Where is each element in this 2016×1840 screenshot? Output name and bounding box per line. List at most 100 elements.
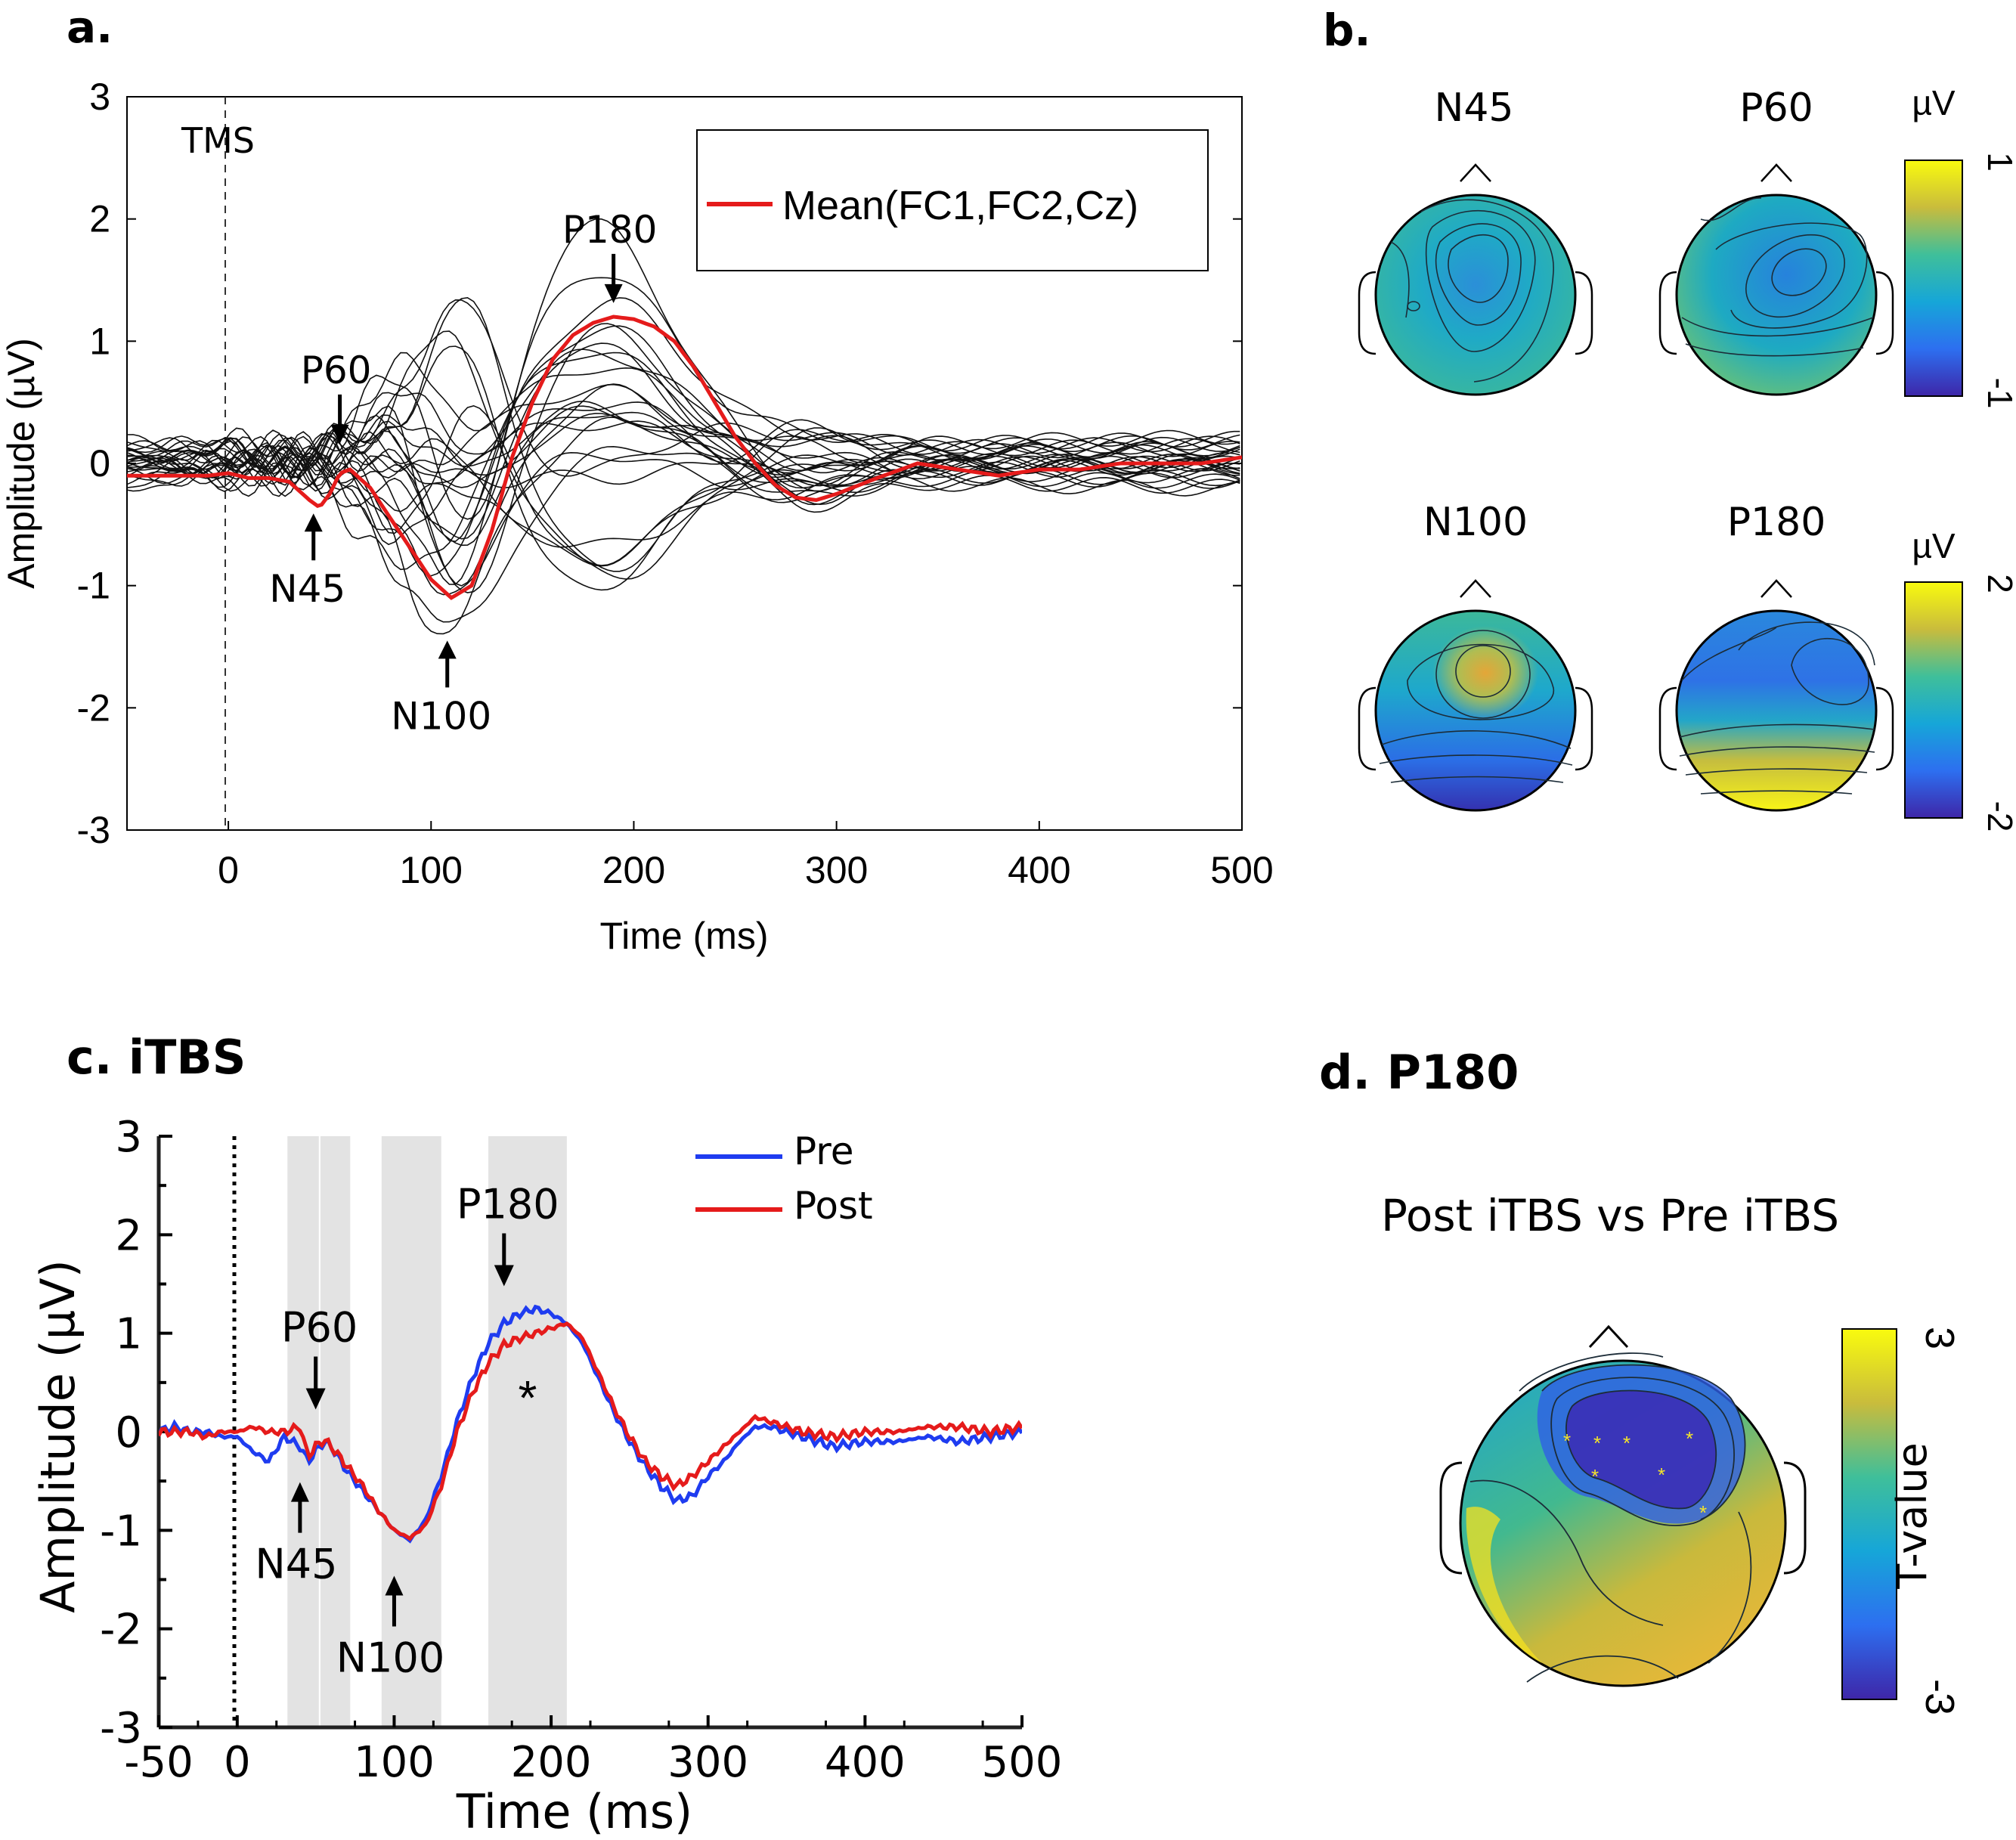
shaded-window [287, 1136, 319, 1727]
shaded-window [381, 1136, 441, 1727]
panel-d-colorbar-min: -3 [1917, 1679, 1962, 1715]
y-tick-label: 2 [89, 198, 110, 240]
annotation-arrowhead [438, 640, 457, 659]
panel-a-tms-label: TMS [181, 120, 255, 161]
colorbar-top-max: 1 [1980, 152, 2016, 172]
x-tick-label: 100 [354, 1738, 435, 1787]
channel-trace [127, 352, 1240, 571]
y-tick-label: 0 [115, 1408, 142, 1457]
x-tick-label: 400 [1008, 849, 1070, 891]
legend-pre-label: Pre [794, 1129, 854, 1173]
y-tick-label: 0 [89, 442, 110, 485]
annotation-label: N100 [391, 694, 491, 738]
panel-a-legend: Mean(FC1,FC2,Cz) [696, 129, 1209, 271]
panel-d-colorbar-max: 3 [1917, 1327, 1962, 1349]
panel-a-label: a. [67, 2, 113, 53]
topomap-p60: P60 [1658, 85, 1894, 396]
topomap-n100-title: N100 [1423, 500, 1528, 545]
y-tick-label: -3 [100, 1704, 142, 1753]
panel-d-subtitle: Post iTBS vs Pre iTBS [1381, 1190, 1839, 1241]
colorbar-top-unit: µV [1912, 83, 1956, 122]
panel-a-mean-line [127, 314, 1242, 600]
channel-trace [127, 297, 1240, 543]
channel-trace [127, 429, 1240, 567]
colorbar-top: µV 1 -1 [1904, 83, 2016, 409]
sig-electrode-marker: * [1699, 1501, 1707, 1524]
channel-trace [127, 323, 1240, 593]
channel-trace [127, 413, 1240, 488]
x-tick-label: 400 [825, 1738, 906, 1787]
y-tick-label: -1 [77, 565, 110, 607]
sig-electrode-marker: * [1623, 1432, 1630, 1454]
x-tick-label: 100 [400, 849, 463, 891]
annotation-label: N100 [336, 1634, 444, 1681]
y-tick-label: -1 [100, 1507, 142, 1556]
annotation-label: N45 [255, 1541, 337, 1588]
topomap-p180: P180 [1658, 500, 1894, 812]
channel-trace [127, 348, 1240, 546]
channel-trace [127, 445, 1240, 596]
annotation-arrowhead [304, 513, 323, 532]
y-tick-label: -2 [100, 1606, 142, 1655]
significant-electrodes: * * * * * * * [1563, 1427, 1707, 1524]
annotation-arrowhead [385, 1575, 404, 1596]
legend-mean-label: Mean(FC1,FC2,Cz) [782, 183, 1138, 228]
annotation-label: P60 [281, 1303, 358, 1351]
x-tick-label: -50 [124, 1738, 193, 1787]
annotation-arrowhead [604, 283, 623, 303]
channel-trace [127, 392, 1240, 506]
panel-d-label: d. P180 [1319, 1045, 1519, 1100]
y-tick-label: -2 [77, 686, 110, 729]
topomap-p60-title: P60 [1739, 85, 1813, 131]
topomap-n100: N100 [1358, 500, 1593, 812]
panel-c-xlabel: Time (ms) [456, 1784, 693, 1839]
annotation-label: P60 [301, 348, 372, 392]
x-tick-label: 200 [511, 1738, 592, 1787]
annotation-arrowhead [330, 424, 349, 444]
panel-a-ylabel: Amplitude (µV) [0, 338, 42, 589]
annotation-arrowhead [305, 1388, 326, 1410]
legend-post-label: Post [794, 1184, 873, 1228]
colorbar-bottom-max: 2 [1980, 574, 2016, 593]
annotation-label: P180 [457, 1181, 559, 1228]
topomap-n45: N45 [1358, 85, 1593, 396]
panel-a-chart: TMS 0 100 200 300 400 500 -3 -2 -1 0 1 2 3 N45 P60 N10… [0, 76, 1274, 957]
colorbar-bottom-min: -2 [1980, 801, 2016, 832]
series-post-line [159, 1321, 1022, 1541]
x-tick-label: 300 [805, 849, 868, 891]
channel-trace [127, 445, 1240, 623]
y-tick-label: 1 [89, 320, 110, 362]
y-tick-label: 3 [89, 76, 110, 118]
shaded-window [488, 1136, 567, 1727]
sig-electrode-marker: * [1563, 1430, 1571, 1452]
panel-c-legend: Pre Post [695, 1129, 873, 1228]
sig-electrode-marker: * [1591, 1465, 1599, 1488]
panel-d-colorbar-label: T-value [1888, 1442, 1936, 1590]
panel-b-label: b. [1323, 5, 1371, 56]
x-tick-label: 0 [224, 1738, 251, 1787]
x-tick-label: 300 [667, 1738, 748, 1787]
topomap-n45-title: N45 [1434, 85, 1513, 131]
x-tick-label: 500 [1210, 849, 1273, 891]
annotation-arrowhead [494, 1265, 514, 1287]
sig-electrode-marker: * [1593, 1432, 1601, 1454]
y-tick-label: 1 [115, 1310, 142, 1359]
panel-a-channel-traces [127, 218, 1240, 635]
annotation-arrowhead [290, 1482, 309, 1502]
y-tick-label: -3 [77, 809, 110, 851]
y-tick-label: 2 [115, 1211, 142, 1260]
panel-c-ylabel: Amplitude (µV) [30, 1259, 85, 1613]
colorbar-top-min: -1 [1980, 378, 2016, 409]
panel-d-colorbar: 3 -3 T-value [1841, 1327, 1962, 1715]
x-tick-label: 200 [602, 849, 665, 891]
sig-electrode-marker: * [1686, 1427, 1693, 1450]
panel-d-topomap: Post iTBS vs Pre iTBS * * * * * * * [1381, 1190, 1962, 1715]
panel-c-chart: -50 0 100 200 300 400 500 -3 -2 -1 0 1 2 3 N45 P60 N100… [30, 1113, 1062, 1839]
channel-trace [127, 383, 1240, 587]
colorbar-bottom-unit: µV [1912, 526, 1956, 565]
annotation-label: N45 [269, 567, 345, 611]
panel-a-xlabel: Time (ms) [599, 915, 768, 957]
colorbar-bottom: µV 2 -2 [1904, 526, 2016, 832]
channel-trace [127, 296, 1240, 572]
